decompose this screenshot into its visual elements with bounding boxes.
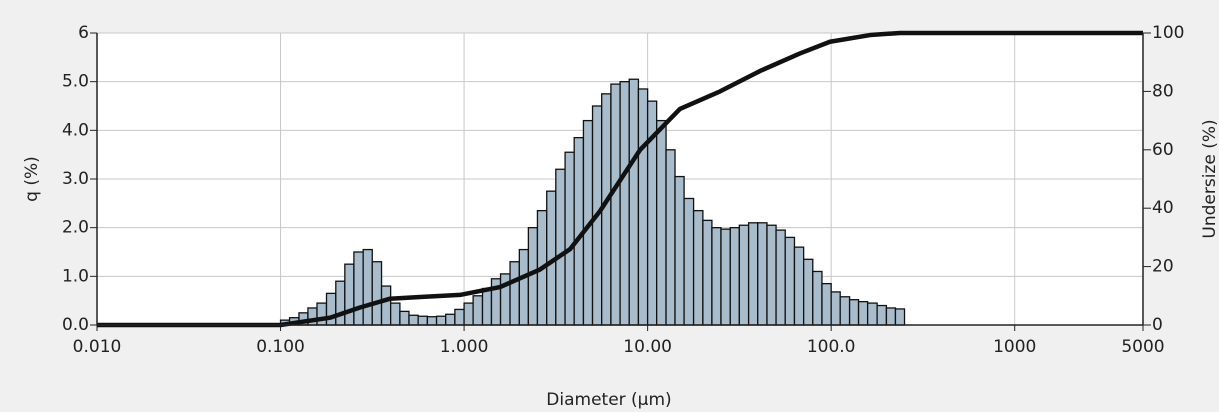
y2-tick-label: 0 xyxy=(1152,315,1163,335)
y-tick-label: 6 xyxy=(78,23,89,43)
bar xyxy=(610,83,621,326)
bar xyxy=(692,209,704,326)
x-tick-label: 10.00 xyxy=(623,337,672,357)
bar xyxy=(435,315,447,326)
bar xyxy=(775,229,786,326)
bar xyxy=(353,251,364,326)
bar xyxy=(821,282,832,326)
y-axis-label: q (%) xyxy=(22,156,42,202)
bar xyxy=(894,308,906,326)
bar xyxy=(380,285,392,326)
bar xyxy=(637,88,649,326)
y-tick-label: 5.0 xyxy=(62,72,89,92)
bar xyxy=(766,224,777,326)
y-tick-label: 2.0 xyxy=(62,218,89,238)
bar xyxy=(316,302,328,326)
x-tick-label: 0.010 xyxy=(73,337,122,357)
bar xyxy=(628,78,640,326)
bar xyxy=(399,310,410,326)
bar xyxy=(793,246,805,326)
bar xyxy=(784,236,796,326)
y2-tick-label: 20 xyxy=(1152,257,1174,277)
x-axis-label: Diameter (µm) xyxy=(546,390,671,410)
x-tick-label: 0.100 xyxy=(256,337,305,357)
bar xyxy=(812,270,823,326)
bar xyxy=(802,258,814,326)
bar xyxy=(564,151,575,326)
bar xyxy=(830,291,841,326)
bar xyxy=(866,302,878,326)
bar xyxy=(344,263,355,326)
bar xyxy=(665,149,676,326)
bar xyxy=(674,175,685,326)
bar xyxy=(417,315,429,326)
bar xyxy=(463,302,474,326)
bar xyxy=(426,316,438,326)
y2-tick-label: 40 xyxy=(1152,198,1174,218)
y2-axis-label: Undersize (%) xyxy=(1200,119,1219,238)
y-tick-label: 4.0 xyxy=(62,120,89,140)
bar xyxy=(408,314,419,326)
bar xyxy=(481,287,493,326)
y2-tick-label: 60 xyxy=(1152,140,1174,160)
bar xyxy=(747,222,759,326)
cumulative-line xyxy=(97,30,1143,328)
bar xyxy=(472,295,484,326)
y2-tick-label: 100 xyxy=(1152,23,1184,43)
bar xyxy=(362,248,373,326)
bar xyxy=(729,227,740,326)
bar xyxy=(738,224,750,326)
bar xyxy=(876,304,888,326)
bar xyxy=(555,168,566,326)
bar xyxy=(619,81,630,326)
x-tick-label: 1.000 xyxy=(440,337,489,357)
bar xyxy=(720,228,731,326)
bar xyxy=(335,280,346,326)
bar xyxy=(454,308,465,326)
bar xyxy=(848,299,860,326)
x-tick-label: 5000 xyxy=(1121,337,1164,357)
bar xyxy=(445,313,456,326)
bar xyxy=(371,261,383,326)
bar xyxy=(389,302,401,326)
x-tick-label: 1000 xyxy=(993,337,1036,357)
y-tick-label: 3.0 xyxy=(62,169,89,189)
bar xyxy=(656,119,667,326)
y2-tick-label: 80 xyxy=(1152,81,1174,101)
bar xyxy=(711,227,722,326)
bar xyxy=(757,222,768,326)
bar xyxy=(518,248,530,326)
bar xyxy=(839,296,851,326)
x-tick-label: 100.0 xyxy=(807,337,856,357)
bar xyxy=(885,307,897,326)
y-tick-label: 0.0 xyxy=(62,315,89,335)
bar xyxy=(702,219,713,326)
bar xyxy=(857,300,869,326)
bar xyxy=(683,197,695,326)
y-tick-label: 1.0 xyxy=(62,266,89,286)
bar xyxy=(509,261,520,326)
